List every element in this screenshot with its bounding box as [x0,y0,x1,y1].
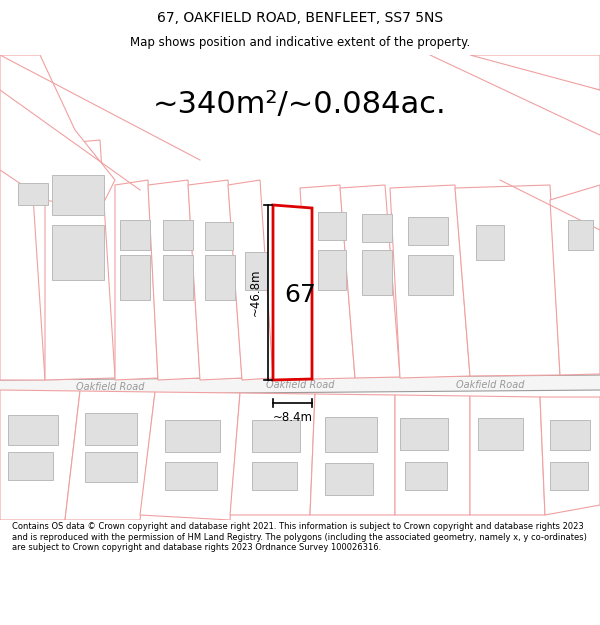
Bar [163,220,193,250]
Polygon shape [65,391,155,520]
Text: Oakfield Road: Oakfield Road [266,381,334,391]
Polygon shape [470,396,545,515]
Text: Map shows position and indicative extent of the property.: Map shows position and indicative extent… [130,36,470,49]
Bar [205,255,235,300]
Polygon shape [550,185,600,375]
Bar [245,252,267,290]
Polygon shape [188,180,242,380]
Bar [120,255,150,300]
Bar [205,222,233,250]
Polygon shape [115,180,158,380]
Polygon shape [540,397,600,515]
Bar [120,220,150,250]
Bar [362,250,392,295]
Polygon shape [300,185,355,379]
Polygon shape [340,185,400,378]
Text: 67, OAKFIELD ROAD, BENFLEET, SS7 5NS: 67, OAKFIELD ROAD, BENFLEET, SS7 5NS [157,11,443,25]
Bar [165,462,217,490]
Polygon shape [148,180,200,380]
Bar [408,217,448,245]
Text: ~340m²/~0.084ac.: ~340m²/~0.084ac. [153,91,447,119]
Polygon shape [395,395,470,515]
Bar [408,255,453,295]
Polygon shape [0,130,45,380]
Bar [325,417,377,452]
Bar [85,413,137,445]
Polygon shape [228,180,273,380]
Polygon shape [390,185,470,378]
Bar [52,175,104,215]
Bar [165,420,220,452]
Bar [405,462,447,490]
Text: ~46.8m: ~46.8m [249,269,262,316]
Bar [52,225,104,280]
Bar [568,220,593,250]
Polygon shape [0,390,80,520]
Text: Oakfield Road: Oakfield Road [456,379,524,389]
Bar [478,418,523,450]
Bar [476,225,504,260]
Polygon shape [230,393,315,515]
Text: ~8.4m: ~8.4m [272,411,313,424]
Bar [318,212,346,240]
Polygon shape [310,394,395,515]
Bar [550,462,588,490]
Text: 67: 67 [284,283,316,307]
Bar [18,183,48,205]
Polygon shape [140,392,240,520]
Bar [400,418,448,450]
Text: Oakfield Road: Oakfield Road [76,381,144,391]
Bar [362,214,392,242]
Polygon shape [0,375,600,395]
Polygon shape [470,55,600,90]
Bar [550,420,590,450]
Bar [8,415,58,445]
Bar [8,452,53,480]
Bar [252,462,297,490]
Polygon shape [273,205,312,380]
Bar [318,250,346,290]
Polygon shape [45,140,115,380]
Bar [85,452,137,482]
Bar [252,420,300,452]
Polygon shape [455,185,560,376]
Polygon shape [0,55,115,210]
Text: Contains OS data © Crown copyright and database right 2021. This information is : Contains OS data © Crown copyright and d… [12,522,587,552]
Bar [163,255,193,300]
Bar [325,463,373,495]
